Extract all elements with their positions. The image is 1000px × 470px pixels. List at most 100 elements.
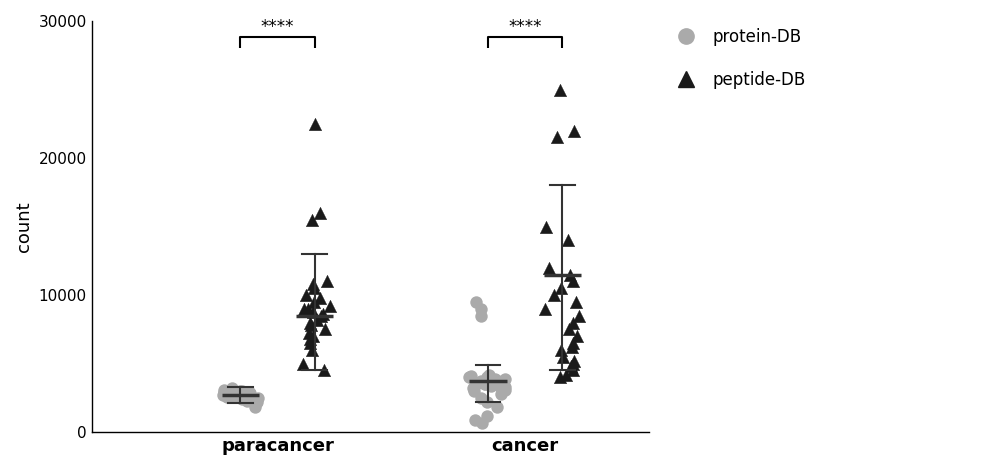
Point (470, 379, 486, 386)
Point (243, 393, 259, 400)
Point (497, 386, 513, 393)
Point (565, 319, 581, 326)
Point (305, 308, 321, 315)
Point (216, 389, 232, 396)
Point (248, 395, 264, 403)
Point (566, 357, 582, 365)
Point (489, 404, 505, 411)
Point (241, 389, 257, 396)
Point (466, 387, 482, 395)
Point (560, 236, 576, 244)
Point (315, 311, 331, 318)
Point (295, 360, 311, 368)
Point (312, 294, 328, 302)
Point (232, 390, 248, 398)
Point (301, 330, 317, 337)
Point (553, 346, 569, 353)
Point (302, 335, 318, 343)
Point (239, 397, 255, 404)
Point (219, 393, 235, 400)
Point (565, 339, 581, 347)
Point (305, 281, 321, 288)
Point (463, 372, 479, 380)
Point (474, 419, 490, 426)
Point (569, 332, 585, 340)
Point (317, 326, 333, 333)
Point (316, 367, 332, 374)
Point (468, 298, 484, 306)
Point (215, 392, 231, 399)
Point (244, 394, 260, 402)
Point (473, 305, 489, 313)
Point (549, 134, 565, 141)
Point (568, 298, 584, 306)
Point (224, 384, 240, 392)
Point (248, 400, 264, 407)
Point (307, 120, 323, 127)
Point (479, 398, 495, 406)
Point (538, 223, 554, 230)
Point (296, 305, 312, 313)
Point (222, 389, 238, 396)
Point (497, 375, 513, 383)
Point (306, 298, 322, 306)
Point (483, 382, 499, 389)
Point (465, 384, 481, 392)
Point (467, 416, 483, 423)
Point (222, 390, 238, 398)
Point (300, 305, 316, 313)
Point (306, 284, 322, 292)
Point (303, 321, 319, 329)
Point (555, 353, 571, 360)
Point (313, 312, 329, 320)
Point (473, 378, 489, 385)
Point (304, 346, 320, 353)
Point (233, 391, 249, 398)
Point (249, 398, 265, 406)
Point (322, 302, 338, 310)
Point (552, 86, 568, 93)
Point (242, 389, 258, 397)
Point (304, 216, 320, 223)
Point (231, 393, 247, 400)
Point (298, 291, 314, 299)
Point (481, 371, 497, 378)
Point (546, 291, 562, 299)
Point (487, 379, 503, 386)
Point (312, 209, 328, 217)
Point (234, 387, 250, 395)
Point (224, 393, 240, 400)
Point (309, 316, 325, 323)
Point (493, 384, 509, 392)
Point (479, 412, 495, 419)
Point (565, 367, 581, 374)
Point (558, 371, 574, 378)
Point (473, 312, 489, 320)
Point (565, 360, 581, 368)
Point (230, 392, 246, 399)
Point (561, 326, 577, 333)
Point (216, 386, 232, 393)
Point (562, 271, 578, 278)
Point (217, 390, 233, 398)
Point (234, 395, 250, 403)
Point (488, 376, 504, 384)
Point (319, 278, 335, 285)
Point (461, 374, 477, 381)
Point (553, 284, 569, 292)
Legend: protein-DB, peptide-DB: protein-DB, peptide-DB (663, 21, 813, 95)
Point (473, 394, 489, 402)
Point (302, 339, 318, 347)
Point (228, 392, 244, 399)
Point (563, 362, 579, 370)
Point (493, 390, 509, 398)
Point (305, 332, 321, 340)
Point (571, 312, 587, 320)
Point (477, 380, 493, 388)
Point (541, 264, 557, 272)
Point (537, 305, 553, 313)
Text: ****: **** (261, 18, 294, 36)
Point (487, 375, 503, 383)
Point (247, 404, 263, 411)
Point (564, 344, 580, 351)
